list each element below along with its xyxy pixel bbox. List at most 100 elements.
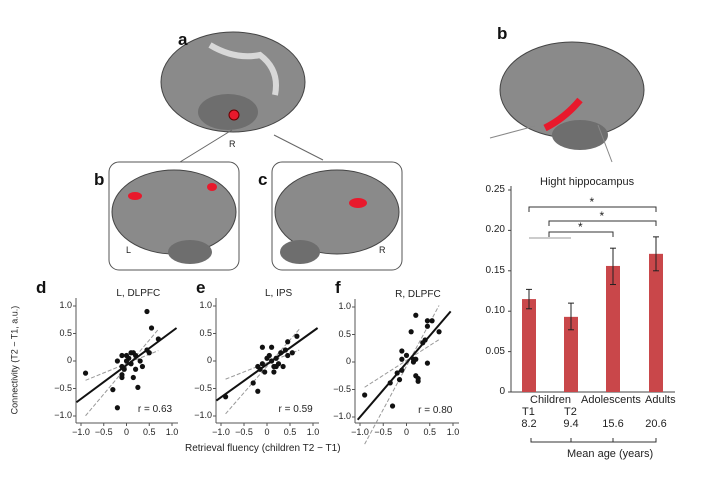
data-point [413, 356, 419, 362]
y-tick-label: 0.5 [59, 327, 72, 338]
age-bracket [530, 438, 657, 443]
panel-label-d: d [36, 278, 47, 297]
data-point [280, 363, 286, 370]
chart-title: L, IPS [264, 288, 293, 299]
x-tick-label: −0.5 [94, 427, 113, 437]
data-point [119, 352, 125, 359]
y-tick-label: 0.10 [485, 305, 505, 317]
x-tick-label: 1.0 [446, 427, 460, 437]
bar [606, 265, 620, 392]
bar [522, 299, 536, 392]
x-axis-label: Retrieval fluency (children T2 − T1) [185, 443, 341, 454]
data-point [148, 325, 155, 331]
cerebellum [168, 240, 212, 264]
data-point [424, 318, 431, 324]
y-tick-label: 0.25 [485, 184, 505, 195]
data-point [144, 308, 150, 315]
correlation-label: r = 0.80 [418, 405, 453, 416]
y-tick-label: 0 [345, 356, 351, 366]
charts [73, 186, 675, 445]
x-tick-label: 0.5 [142, 427, 156, 437]
data-point [255, 388, 261, 394]
brain-c-side: R [379, 245, 386, 255]
brain-lateral-left [111, 169, 237, 255]
y-tick-label: 0.5 [338, 328, 351, 339]
brain-hippocampus-right [489, 41, 645, 163]
data-point [424, 323, 431, 329]
data-point [389, 403, 396, 409]
activation-dlpfc [128, 192, 142, 200]
panel-label-b: b [94, 170, 105, 189]
x-axis-label: Mean age (years) [567, 448, 654, 460]
data-point [424, 360, 431, 366]
activation-hippocampus [228, 109, 240, 121]
data-point [128, 350, 134, 356]
time-label: T2 [564, 406, 577, 418]
brain-sagittal-a [160, 31, 306, 133]
data-point [399, 348, 405, 354]
data-point [223, 394, 229, 400]
data-point [257, 366, 263, 372]
significance-star: * [599, 209, 605, 223]
panel-label-c: c [258, 170, 268, 189]
data-point [123, 358, 130, 364]
y-tick-label: 0.15 [485, 264, 505, 276]
x-tick-label: −0.5 [374, 427, 393, 437]
y-tick-label: −0.5 [333, 383, 351, 394]
data-point [289, 350, 295, 356]
y-tick-label: 1.0 [59, 300, 72, 310]
data-point [269, 358, 275, 364]
x-tick-label: 0.5 [423, 427, 436, 437]
chart-title: L, DLPFC [116, 288, 161, 299]
mean-age-label: 15.6 [602, 418, 624, 430]
mean-age-label: 9.4 [563, 418, 579, 430]
confidence-band-upper [364, 305, 440, 445]
panel-label-b-right: b [497, 24, 508, 43]
data-point [271, 369, 277, 375]
data-point [362, 392, 368, 398]
data-point [114, 358, 120, 364]
correlation-label: r = 0.59 [278, 404, 313, 415]
confidence-band-lower [364, 339, 440, 388]
connector-line [273, 134, 324, 161]
data-point [403, 352, 410, 358]
x-tick-label: 1.0 [165, 427, 179, 437]
group-label: Children [530, 394, 571, 406]
data-point [137, 358, 143, 364]
data-point [133, 366, 139, 372]
data-point [133, 352, 139, 359]
x-tick-label: 0.5 [283, 427, 297, 437]
data-point [110, 387, 116, 393]
x-tick-label: 0 [123, 427, 129, 437]
panel-label-e: e [196, 278, 206, 297]
mean-age-label: 20.6 [645, 418, 667, 430]
brain-b-side: L [126, 245, 132, 255]
y-tick-label: −1.0 [194, 410, 212, 420]
data-point [130, 374, 136, 381]
y-tick-label: 1.0 [338, 301, 351, 311]
x-tick-label: −1.0 [212, 427, 230, 437]
data-point [285, 352, 291, 359]
brain-lateral-right [274, 169, 400, 255]
data-point [387, 380, 393, 386]
regression-line [356, 310, 452, 421]
data-point [119, 372, 125, 378]
data-point [82, 370, 89, 376]
data-point [155, 336, 161, 342]
data-point [121, 366, 127, 372]
y-tick-label: −0.5 [54, 382, 72, 393]
x-tick-label: −1.0 [351, 427, 369, 437]
data-point [269, 344, 275, 350]
time-label: T1 [522, 406, 535, 418]
significance-bracket [528, 206, 657, 212]
data-point [259, 344, 265, 350]
data-point [135, 384, 141, 390]
data-point [294, 333, 300, 339]
data-point [399, 367, 405, 373]
data-point [250, 380, 256, 386]
x-tick-label: 0 [403, 427, 409, 437]
connector-line [179, 129, 233, 163]
data-point [413, 312, 419, 318]
y-tick-label: 0 [206, 355, 212, 365]
